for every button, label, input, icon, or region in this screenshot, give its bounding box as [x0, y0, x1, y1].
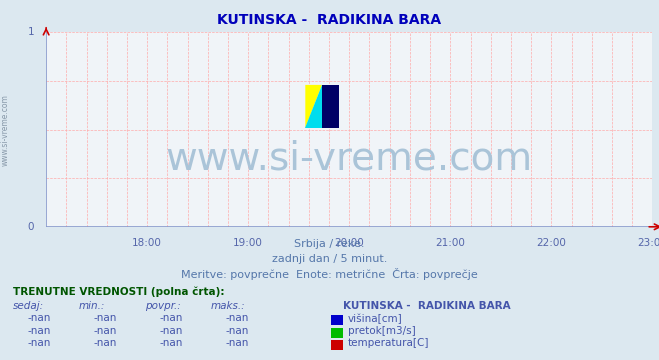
Text: -nan: -nan — [28, 313, 51, 323]
Text: KUTINSKA -  RADIKINA BARA: KUTINSKA - RADIKINA BARA — [217, 13, 442, 27]
Text: min.:: min.: — [79, 301, 105, 311]
Text: 19:00: 19:00 — [233, 238, 263, 248]
Text: -nan: -nan — [225, 338, 249, 348]
Text: -nan: -nan — [159, 313, 183, 323]
Text: -nan: -nan — [28, 338, 51, 348]
Text: 1: 1 — [28, 27, 34, 37]
Text: povpr.:: povpr.: — [145, 301, 181, 311]
Text: maks.:: maks.: — [211, 301, 246, 311]
Text: www.si-vreme.com: www.si-vreme.com — [165, 140, 533, 178]
Text: -nan: -nan — [225, 326, 249, 336]
Text: Meritve: povprečne  Enote: metrične  Črta: povprečje: Meritve: povprečne Enote: metrične Črta:… — [181, 268, 478, 280]
Text: temperatura[C]: temperatura[C] — [348, 338, 430, 348]
Text: www.si-vreme.com: www.si-vreme.com — [1, 94, 10, 166]
Text: -nan: -nan — [159, 326, 183, 336]
Text: 0: 0 — [28, 222, 34, 232]
Text: pretok[m3/s]: pretok[m3/s] — [348, 326, 416, 336]
Text: sedaj:: sedaj: — [13, 301, 44, 311]
Text: -nan: -nan — [94, 338, 117, 348]
Text: -nan: -nan — [94, 313, 117, 323]
Text: -nan: -nan — [225, 313, 249, 323]
Text: -nan: -nan — [28, 326, 51, 336]
Text: 20:00: 20:00 — [334, 238, 364, 248]
Text: KUTINSKA -  RADIKINA BARA: KUTINSKA - RADIKINA BARA — [343, 301, 510, 311]
Text: Srbija / reke.: Srbija / reke. — [295, 239, 364, 249]
Text: -nan: -nan — [94, 326, 117, 336]
Text: 18:00: 18:00 — [132, 238, 162, 248]
Text: TRENUTNE VREDNOSTI (polna črta):: TRENUTNE VREDNOSTI (polna črta): — [13, 286, 225, 297]
Text: višina[cm]: višina[cm] — [348, 313, 403, 324]
Text: 21:00: 21:00 — [436, 238, 465, 248]
Text: zadnji dan / 5 minut.: zadnji dan / 5 minut. — [272, 254, 387, 264]
Text: 23:00: 23:00 — [637, 238, 659, 248]
Text: 22:00: 22:00 — [536, 238, 566, 248]
Polygon shape — [305, 85, 322, 128]
Bar — [322, 85, 339, 128]
Text: -nan: -nan — [159, 338, 183, 348]
Polygon shape — [305, 85, 322, 128]
